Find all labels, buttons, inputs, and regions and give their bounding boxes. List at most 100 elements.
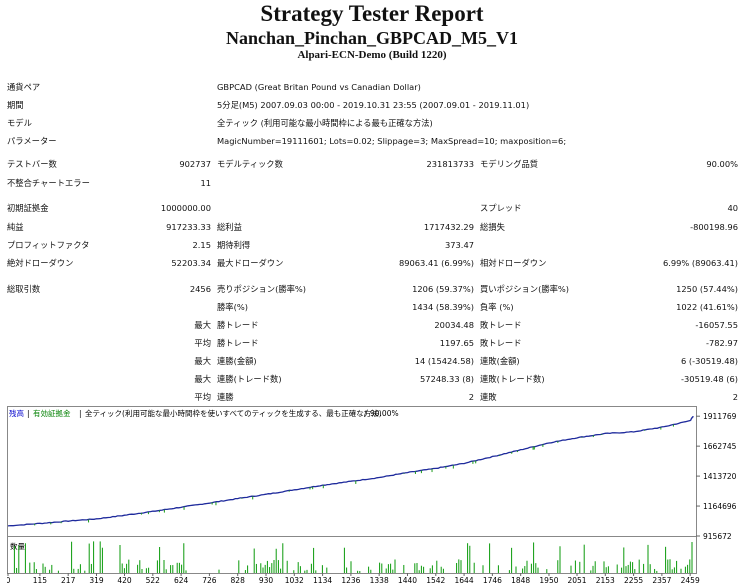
total-trades-label: 総取引数: [7, 284, 41, 294]
x-tick-label: 420: [117, 576, 132, 585]
profit-trades-value: 1434 (58.39%): [412, 302, 474, 312]
x-tick-label: 2255: [624, 576, 643, 585]
largest-profit-label: 勝トレード: [217, 320, 259, 330]
deposit-value: 1000000.00: [160, 203, 211, 213]
avg-cons-word: 平均: [194, 392, 211, 402]
ticks-value: 231813733: [426, 159, 474, 169]
long-positions-label: 買いポジション(勝率%): [480, 284, 570, 294]
total-trades-value: 2456: [189, 284, 211, 294]
bars-label: テストバー数: [7, 159, 57, 169]
max-cons-profit-label: 連勝(トレード数): [217, 374, 282, 384]
y-tick-label: 1164696: [703, 502, 737, 511]
largest-loss-label: 敗トレード: [480, 320, 522, 330]
max-cons-loss-value: -30519.48 (6): [681, 374, 738, 384]
x-tick-label: 2051: [567, 576, 586, 585]
x-axis: 0 115 217 319 420 522 624 726 828 930 1032 1134 1236…: [7, 573, 700, 585]
relative-drawdown-value: 6.99% (89063.41): [662, 258, 738, 268]
avg-cons-wins-value: 2: [468, 392, 474, 402]
avg-cons-losses-value: 2: [732, 392, 738, 402]
model-value: 全ティック (利用可能な最小時間枠による最も正確な方法): [217, 118, 433, 128]
net-profit-value: 917233.33: [166, 222, 211, 232]
x-tick-label: 1440: [398, 576, 417, 585]
x-tick-label: 2459: [681, 576, 700, 585]
balance-chart: 残高 | 有効証拠金 | 全ティック(利用可能な最小時間枠を使いすべてのティック…: [7, 406, 737, 585]
legend-separator: |: [27, 409, 30, 418]
max-cons-wins-label: 連勝(金額): [217, 356, 257, 366]
x-tick-label: 522: [146, 576, 161, 585]
maximal-drawdown-label: 最大ドローダウン: [217, 258, 284, 268]
average-profit-value: 1197.65: [439, 338, 474, 348]
gross-loss-label: 総損失: [480, 222, 505, 232]
profit-factor-value: 2.15: [192, 240, 211, 250]
bars-value: 902737: [179, 159, 211, 169]
legend-separator: |: [79, 409, 82, 418]
average-loss-label: 敗トレード: [480, 338, 522, 348]
max-cons-profit-value: 57248.33 (8): [420, 374, 474, 384]
y-tick-label: 915672: [703, 532, 732, 541]
x-tick-label: 1032: [285, 576, 304, 585]
parameters-label: パラメーター: [7, 136, 57, 146]
y-tick-label: 1662745: [703, 442, 737, 451]
deposit-label: 初期証拠金: [7, 203, 49, 213]
avg-cons-wins-label: 連勝: [217, 392, 234, 402]
quality-label: モデリング品質: [480, 159, 539, 169]
x-tick-label: 1338: [370, 576, 389, 585]
gross-profit-label: 総利益: [217, 222, 242, 232]
max-cons-wins-word: 最大: [194, 356, 211, 366]
spread-value: 40: [727, 203, 738, 213]
largest-profit-value: 20034.48: [434, 320, 474, 330]
short-positions-value: 1206 (59.37%): [412, 284, 474, 294]
average-word: 平均: [194, 338, 211, 348]
max-cons-losses-label: 連敗(金額): [480, 356, 520, 366]
symbol-label: 通貨ペア: [7, 82, 41, 92]
expected-payoff-value: 373.47: [444, 240, 474, 250]
legend-equity: 有効証拠金: [33, 408, 71, 418]
report-title: Strategy Tester Report: [260, 1, 484, 26]
parameters-value: MagicNumber=19111601; Lots=0.02; Slippag…: [217, 136, 567, 146]
x-tick-label: 115: [33, 576, 48, 585]
legend-quality: 90.00%: [370, 409, 399, 418]
average-loss-value: -782.97: [705, 338, 738, 348]
absolute-drawdown-label: 絶対ドローダウン: [7, 258, 74, 268]
balance-series: [7, 416, 694, 527]
profit-trades-label: 勝率(%): [217, 302, 248, 312]
x-tick-label: 1746: [483, 576, 502, 585]
short-positions-label: 売りポジション(勝率%): [217, 284, 307, 294]
net-profit-label: 純益: [7, 222, 24, 232]
long-positions-value: 1250 (57.44%): [676, 284, 738, 294]
mismatch-label: 不整合チャートエラー: [7, 178, 90, 188]
x-tick-label: 828: [231, 576, 246, 585]
expected-payoff-label: 期待利得: [217, 240, 251, 250]
loss-trades-label: 負率 (%): [480, 302, 514, 312]
server-name: Alpari-ECN-Demo (Build 1220): [297, 49, 447, 61]
balance-line: [7, 416, 694, 527]
symbol-value: GBPCAD (Great Britan Pound vs Canadian D…: [217, 82, 421, 92]
max-cons-loss-label: 連敗(トレード数): [480, 374, 545, 384]
loss-trades-value: 1022 (41.61%): [676, 302, 738, 312]
x-tick-label: 0: [7, 576, 11, 585]
y-tick-label: 1413720: [703, 472, 737, 481]
x-tick-label: 2153: [596, 576, 615, 585]
largest-loss-value: -16057.55: [695, 320, 738, 330]
ticks-label: モデルティック数: [217, 159, 283, 169]
max-cons-losses-value: 6 (-30519.48): [681, 356, 738, 366]
x-tick-label: 726: [202, 576, 217, 585]
profit-factor-label: プロフィットファクタ: [7, 240, 90, 250]
chart-legend: 残高 | 有効証拠金 | 全ティック(利用可能な最小時間枠を使いすべてのティック…: [9, 408, 399, 418]
average-profit-label: 勝トレード: [217, 338, 259, 348]
volume-bars: [13, 541, 693, 573]
chart-plot-frame: [7, 406, 697, 537]
x-tick-label: 217: [61, 576, 76, 585]
gross-loss-value: -800198.96: [690, 222, 738, 232]
x-tick-label: 319: [89, 576, 104, 585]
model-label: モデル: [7, 118, 32, 128]
x-tick-label: 1236: [341, 576, 360, 585]
maximal-drawdown-value: 89063.41 (6.99%): [398, 258, 474, 268]
legend-separator: /: [364, 409, 367, 418]
gross-profit-value: 1717432.29: [423, 222, 474, 232]
legend-model: 全ティック(利用可能な最小時間枠を使いすべてのティックを生成する、最も正確な方法…: [85, 408, 382, 418]
y-tick-label: 1911769: [703, 412, 737, 421]
x-tick-label: 1848: [511, 576, 530, 585]
x-tick-label: 1134: [313, 576, 332, 585]
period-label: 期間: [7, 100, 24, 110]
